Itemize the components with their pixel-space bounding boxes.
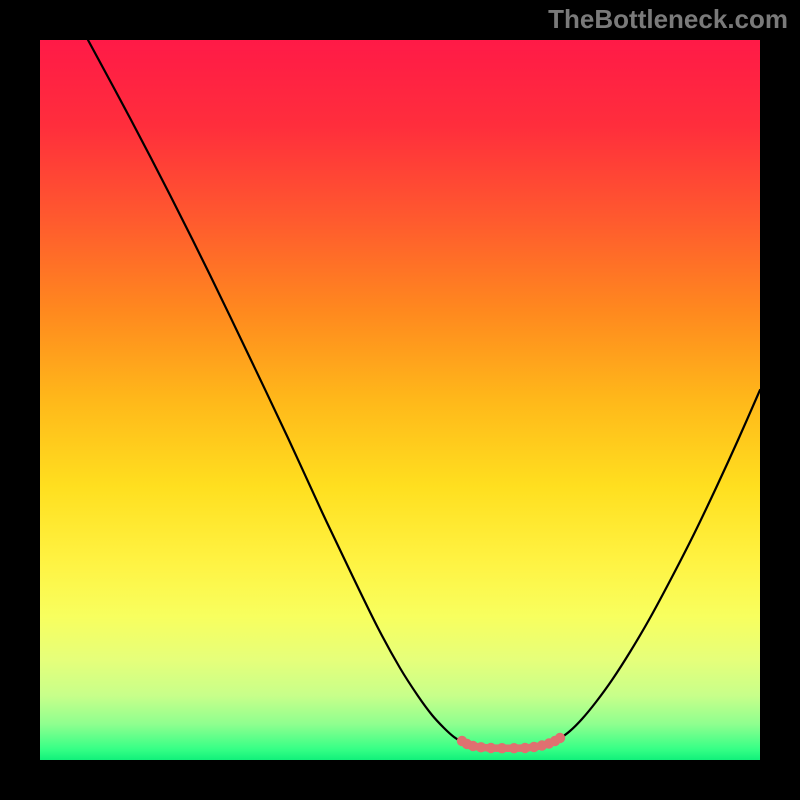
bottleneck-chart: [0, 0, 800, 800]
plot-background: [40, 40, 760, 760]
chart-container: TheBottleneck.com: [0, 0, 800, 800]
watermark-text: TheBottleneck.com: [548, 4, 788, 35]
optimal-zone-dot: [555, 733, 565, 743]
optimal-zone-dot: [509, 743, 519, 753]
optimal-zone-dot: [520, 743, 530, 753]
optimal-zone-dot: [486, 743, 496, 753]
optimal-zone-dot: [476, 742, 486, 752]
optimal-zone-dot: [497, 743, 507, 753]
